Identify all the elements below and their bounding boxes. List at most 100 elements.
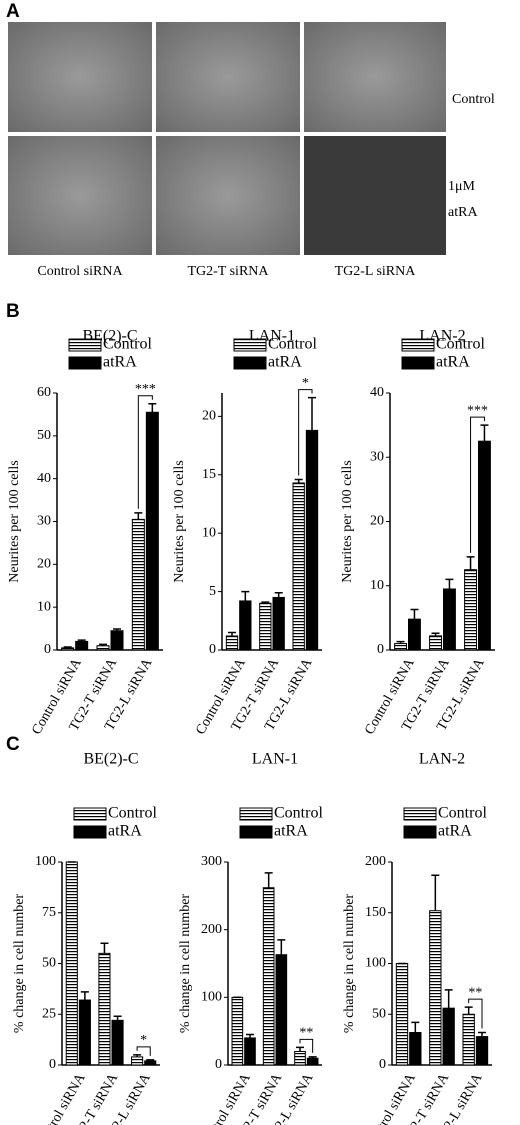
bar — [429, 635, 443, 651]
legend-label: atRA — [103, 354, 137, 371]
bar — [231, 996, 244, 1066]
y-tick-label: 20 — [37, 557, 51, 572]
error-bar — [98, 643, 107, 646]
panel-label: C — [6, 734, 20, 755]
y-axis-label: % change in cell number — [178, 894, 193, 1034]
row-label: Control — [452, 92, 495, 107]
bar — [145, 411, 159, 651]
error-bar — [308, 1056, 317, 1059]
error-bar — [134, 512, 143, 520]
error-bar — [396, 640, 405, 644]
micrograph — [304, 22, 446, 132]
y-tick-label: 0 — [377, 642, 384, 657]
y-tick-label: 100 — [365, 956, 386, 971]
legend-swatch — [73, 825, 107, 839]
bar — [464, 569, 478, 651]
bar — [225, 635, 239, 651]
significance-bracket — [136, 1046, 151, 1056]
legend-label: atRA — [268, 354, 302, 371]
legend-swatch — [233, 338, 267, 352]
y-tick-label: 75 — [42, 905, 56, 920]
y-tick-label: 40 — [37, 471, 51, 486]
y-tick-label: 100 — [201, 990, 222, 1005]
row-label: atRA — [448, 205, 478, 220]
bar — [98, 952, 111, 1066]
error-bar — [431, 874, 440, 911]
y-tick-label: 20 — [370, 514, 384, 529]
y-tick-label: 0 — [44, 642, 51, 657]
error-bar — [133, 1054, 142, 1057]
bar — [306, 1057, 319, 1066]
error-bar — [294, 478, 303, 483]
y-axis-label: Neurites per 100 cells — [340, 460, 355, 582]
significance-label: *** — [135, 382, 156, 397]
y-axis-label: % change in cell number — [342, 894, 357, 1034]
panel-label: A — [6, 1, 20, 22]
legend-label: Control — [436, 336, 485, 353]
bar — [239, 600, 252, 651]
bar — [478, 440, 491, 651]
bar — [442, 1007, 455, 1066]
error-bar — [466, 556, 475, 570]
error-bar — [445, 578, 454, 589]
error-bar — [80, 991, 89, 1001]
bar — [443, 588, 456, 651]
bar — [131, 1056, 144, 1066]
error-bar — [444, 989, 453, 1009]
micrograph — [8, 136, 152, 255]
y-tick-label: 30 — [37, 514, 51, 529]
micrograph — [304, 136, 446, 255]
legend-label: atRA — [274, 823, 308, 840]
y-tick-label: 0 — [215, 1057, 222, 1072]
bar — [262, 887, 275, 1066]
error-bar — [480, 424, 489, 442]
y-tick-label: 200 — [365, 854, 386, 869]
error-bar — [261, 601, 270, 604]
bar — [65, 861, 78, 1066]
y-tick-label: 20 — [202, 409, 216, 424]
error-bar — [410, 608, 419, 620]
bar — [78, 999, 91, 1066]
y-tick-label: 30 — [370, 449, 384, 464]
significance-bracket — [298, 389, 313, 476]
bar — [96, 645, 110, 651]
bar — [61, 647, 75, 651]
chart-title: LAN-1 — [252, 751, 298, 768]
bar — [305, 429, 319, 651]
significance-bracket — [137, 395, 153, 509]
bar — [409, 1032, 422, 1066]
bar — [259, 602, 272, 651]
y-tick-label: 150 — [365, 905, 386, 920]
legend-label: Control — [438, 805, 487, 822]
bar — [408, 618, 421, 651]
legend-swatch — [73, 807, 107, 821]
significance-label: ** — [299, 1026, 313, 1041]
y-tick-label: 0 — [209, 642, 216, 657]
y-tick-label: 50 — [372, 1006, 386, 1021]
error-bar — [264, 872, 273, 888]
legend-label: Control — [103, 336, 152, 353]
column-label: Control siRNA — [37, 264, 123, 279]
y-tick-label: 10 — [370, 578, 384, 593]
error-bar — [464, 1006, 473, 1015]
significance-label: ** — [468, 985, 482, 1000]
error-bar — [100, 942, 109, 954]
column-label: TG2-T siRNA — [187, 264, 269, 279]
y-tick-label: 60 — [37, 385, 51, 400]
panel-label: B — [6, 301, 20, 322]
error-bar — [148, 402, 157, 413]
error-bar — [274, 592, 283, 598]
y-tick-label: 100 — [35, 854, 56, 869]
bar — [111, 1019, 124, 1066]
bar — [394, 643, 408, 651]
micrograph — [156, 136, 300, 255]
error-bar — [113, 1015, 122, 1021]
significance-bracket — [468, 998, 483, 1029]
y-axis-label: Neurites per 100 cells — [7, 460, 22, 582]
y-tick-label: 40 — [370, 385, 384, 400]
y-axis-label: % change in cell number — [12, 894, 27, 1034]
legend-swatch — [403, 825, 437, 839]
y-tick-label: 25 — [42, 1006, 56, 1021]
y-axis-label: Neurites per 100 cells — [172, 460, 187, 582]
error-bar — [63, 646, 72, 648]
